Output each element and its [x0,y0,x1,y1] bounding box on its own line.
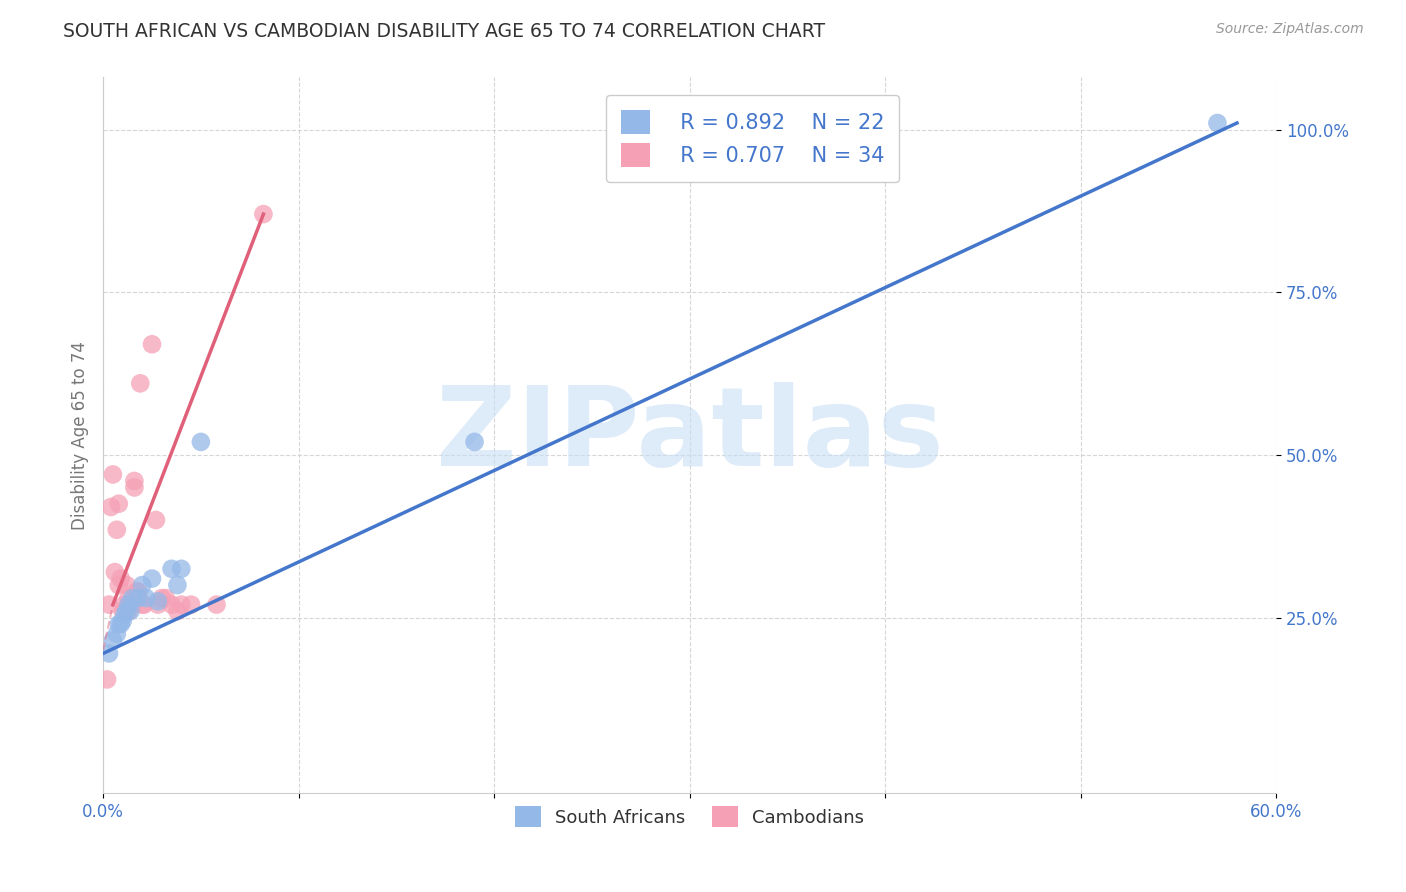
Point [124,480,146,494]
Point [101,633,124,648]
Point [146,594,169,608]
Point [117,591,139,606]
Point [125,584,148,599]
Point [101,467,124,482]
Point [170,598,193,612]
Point [120,604,142,618]
Point [464,434,486,449]
Point [131,578,153,592]
Point [100,500,122,514]
Point [114,607,136,622]
Point [127,591,149,606]
Point [129,376,152,391]
Point [110,572,132,586]
Point [98,647,121,661]
Y-axis label: Disability Age 65 to 74: Disability Age 65 to 74 [72,341,89,530]
Point [115,604,138,618]
Point [105,523,128,537]
Point [111,604,134,618]
Point [135,591,157,606]
Point [166,578,188,592]
Point [127,584,149,599]
Point [117,604,139,618]
Point [1206,116,1229,130]
Legend: South Africans, Cambodians: South Africans, Cambodians [508,799,872,834]
Point [114,598,136,612]
Point [96,673,118,687]
Point [160,562,183,576]
Point [117,598,139,612]
Point [190,434,212,449]
Point [107,578,129,592]
Point [98,598,121,612]
Point [107,617,129,632]
Point [166,604,188,618]
Point [110,617,132,632]
Point [180,598,202,612]
Point [134,598,156,612]
Point [205,598,228,612]
Text: Source: ZipAtlas.com: Source: ZipAtlas.com [1216,22,1364,37]
Point [252,207,274,221]
Point [107,497,129,511]
Point [155,591,177,606]
Point [124,474,146,488]
Point [115,578,138,592]
Point [105,627,128,641]
Point [120,598,142,612]
Point [170,562,193,576]
Point [150,591,173,606]
Point [160,598,183,612]
Point [121,591,143,606]
Point [131,598,153,612]
Text: SOUTH AFRICAN VS CAMBODIAN DISABILITY AGE 65 TO 74 CORRELATION CHART: SOUTH AFRICAN VS CAMBODIAN DISABILITY AG… [63,22,825,41]
Point [111,614,134,628]
Point [146,598,169,612]
Point [141,337,163,351]
Point [145,513,167,527]
Point [141,572,163,586]
Text: ZIPatlas: ZIPatlas [436,382,943,489]
Point [121,598,143,612]
Point [104,565,127,579]
